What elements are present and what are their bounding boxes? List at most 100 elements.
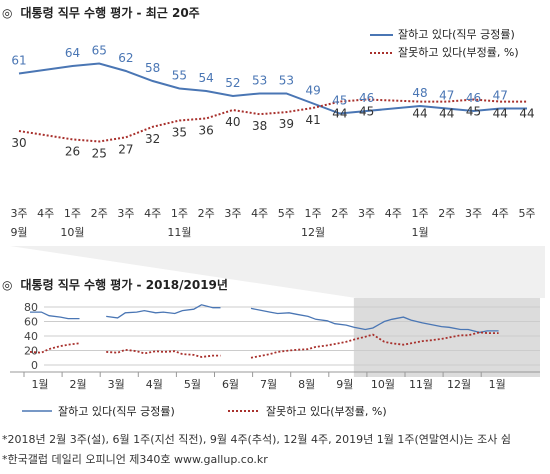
x-tick-label: 3주 — [224, 207, 241, 220]
x-tick-label: 1주 — [171, 207, 188, 220]
x-tick-label: 7월 — [260, 378, 277, 391]
disapprove-value-label: 38 — [252, 119, 267, 133]
x-tick-label: 1주 — [411, 207, 428, 220]
approve-value-label: 61 — [11, 54, 26, 68]
x-month-label: 1월 — [411, 226, 428, 239]
x-tick-label: 1주 — [305, 207, 322, 220]
top-chart-title-text: 대통령 직무 수행 평가 - 최근 20주 — [20, 6, 200, 20]
approve-value-label: 62 — [118, 51, 133, 65]
x-tick-label: 3주 — [465, 207, 482, 220]
approve-value-label: 53 — [252, 74, 267, 88]
approve-value-label: 52 — [225, 76, 240, 90]
approve-value-label: 48 — [412, 86, 427, 100]
x-month-label: 12월 — [301, 226, 325, 239]
approve-value-label: 46 — [359, 91, 374, 105]
title-mark-icon: ◎ — [2, 278, 13, 292]
approve-value-label: 58 — [145, 61, 160, 75]
approve-value-label: 64 — [65, 46, 80, 60]
x-tick-label: 10월 — [371, 378, 395, 391]
disapprove-series-line — [29, 342, 80, 354]
x-tick-label: 2주 — [438, 207, 455, 220]
top-legend-approve: 잘하고 있다(직무 긍정률) — [398, 28, 515, 41]
x-tick-label: 6월 — [222, 378, 239, 391]
x-month-label: 10월 — [60, 226, 84, 239]
x-tick-label: 1주 — [64, 207, 81, 220]
disapprove-value-label: 41 — [305, 113, 320, 127]
disapprove-value-label: 44 — [519, 107, 534, 121]
x-tick-label: 4주 — [251, 207, 268, 220]
disapprove-series-line — [106, 348, 221, 358]
x-tick-label: 11월 — [409, 378, 433, 391]
approve-value-label: 45 — [332, 94, 347, 108]
x-tick-label: 4월 — [146, 378, 163, 391]
x-month-label: 11월 — [167, 226, 191, 239]
bottom-legend-disapprove: 잘못하고 있다(부정률, %) — [266, 405, 387, 418]
source-note: *한국갤럽 데일리 오피니언 제340호 www.gallup.co.kr — [2, 453, 268, 466]
title-mark-icon: ◎ — [2, 6, 13, 20]
x-tick-label: 2주 — [331, 207, 348, 220]
disapprove-value-label: 44 — [493, 107, 508, 121]
approve-value-label: 47 — [439, 89, 454, 103]
y-tick-label: 60 — [24, 316, 38, 329]
x-tick-label: 12월 — [447, 378, 471, 391]
x-tick-label: 5주 — [518, 207, 535, 220]
x-tick-label: 1월 — [31, 378, 48, 391]
disapprove-value-label: 36 — [199, 123, 214, 137]
approve-value-label: 55 — [172, 69, 187, 83]
disapprove-value-label: 32 — [145, 132, 160, 146]
disapprove-series-line — [250, 331, 499, 359]
zoom-connector-wedge — [10, 246, 545, 298]
approve-value-label: 54 — [199, 71, 214, 85]
approve-value-label: 49 — [305, 84, 320, 98]
x-tick-label: 1월 — [489, 378, 506, 391]
approve-value-label: 47 — [493, 89, 508, 103]
x-tick-label: 3월 — [108, 378, 125, 391]
disapprove-value-label: 35 — [172, 126, 187, 140]
x-tick-label: 4주 — [144, 207, 161, 220]
x-tick-label: 8월 — [298, 378, 315, 391]
disapprove-value-label: 26 — [65, 144, 80, 158]
x-tick-label: 2월 — [70, 378, 87, 391]
x-month-label: 9월 — [10, 226, 27, 239]
disapprove-value-label: 44 — [439, 107, 454, 121]
y-tick-label: 20 — [24, 345, 38, 358]
approve-value-label: 53 — [279, 74, 294, 88]
disapprove-value-label: 25 — [92, 147, 107, 161]
disapprove-value-label: 44 — [332, 107, 347, 121]
disapprove-value-label: 44 — [412, 107, 427, 121]
disapprove-value-label: 39 — [279, 117, 294, 131]
survey-gap-note: *2018년 2월 3주(설), 6월 1주(지선 직전), 9월 4주(추석)… — [2, 433, 511, 446]
x-tick-label: 4주 — [385, 207, 402, 220]
y-tick-label: 40 — [24, 330, 38, 343]
x-tick-label: 3주 — [10, 207, 27, 220]
x-tick-label: 4주 — [492, 207, 509, 220]
approve-series-line — [106, 304, 221, 319]
x-tick-label: 2주 — [91, 207, 108, 220]
x-tick-label: 3주 — [117, 207, 134, 220]
disapprove-value-label: 45 — [359, 105, 374, 119]
disapprove-value-label: 27 — [118, 142, 133, 156]
disapprove-value-label: 40 — [225, 115, 240, 129]
approve-series-line — [250, 307, 499, 334]
y-tick-label: 80 — [24, 301, 38, 314]
bottom-chart-title-text: 대통령 직무 수행 평가 - 2018/2019년 — [20, 278, 228, 292]
x-tick-label: 5주 — [278, 207, 295, 220]
approve-series-line — [18, 62, 527, 115]
x-tick-label: 4주 — [37, 207, 54, 220]
x-tick-label: 3주 — [358, 207, 375, 220]
top-chart-title: ◎ 대통령 직무 수행 평가 - 최근 20주 — [2, 4, 200, 21]
bottom-legend-approve: 잘하고 있다(직무 긍정률) — [58, 405, 175, 418]
approve-value-label: 46 — [466, 91, 481, 105]
x-tick-label: 2주 — [198, 207, 215, 220]
y-tick-label: 0 — [31, 359, 38, 372]
disapprove-value-label: 45 — [466, 105, 481, 119]
x-tick-label: 5월 — [184, 378, 201, 391]
top-legend-disapprove: 잘못하고 있다(부정률, %) — [398, 46, 519, 59]
x-tick-label: 9월 — [336, 378, 353, 391]
approve-value-label: 65 — [92, 44, 107, 58]
disapprove-value-label: 30 — [11, 136, 26, 150]
bottom-chart-title: ◎ 대통령 직무 수행 평가 - 2018/2019년 — [2, 276, 228, 293]
approve-series-line — [30, 311, 80, 320]
